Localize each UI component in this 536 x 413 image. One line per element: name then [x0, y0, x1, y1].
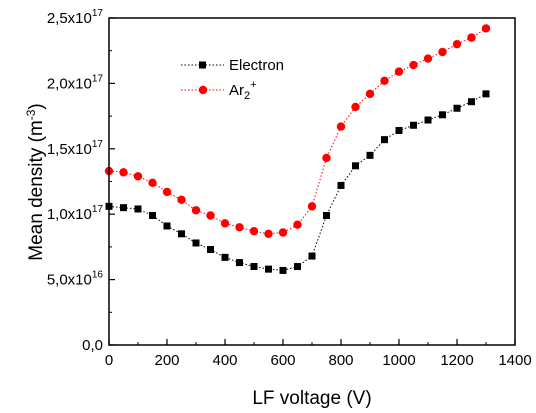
- data-point-electron: [207, 246, 214, 254]
- y-tick-label: 5,0x1016: [47, 270, 104, 289]
- data-point-ar2plus: [177, 195, 186, 205]
- series-electron: [105, 90, 490, 274]
- data-point-ar2plus: [481, 24, 491, 33]
- data-point-electron: [453, 104, 461, 112]
- data-point-electron: [424, 116, 432, 124]
- y-tick-label: 1,5x1017: [47, 139, 104, 158]
- data-point-ar2plus: [206, 211, 215, 220]
- series-layer: [104, 24, 491, 274]
- data-point-ar2plus: [467, 33, 476, 42]
- data-point-ar2plus: [322, 153, 331, 163]
- data-point-electron: [163, 222, 171, 230]
- data-point-ar2plus: [380, 76, 389, 85]
- y-axis-title-superscript: -3: [24, 109, 38, 120]
- data-point-ar2plus: [423, 54, 433, 63]
- data-point-electron: [366, 151, 374, 159]
- data-point-electron: [352, 162, 359, 170]
- y-tick-labels: 0,0 5,0x1016 1,0x1017 1,5x1017 2,0x1017 2,5x1…: [47, 8, 104, 354]
- data-point-electron: [236, 259, 243, 267]
- data-point-ar2plus: [148, 178, 157, 188]
- data-point-ar2plus: [307, 202, 317, 211]
- x-tick-label: 1400: [498, 352, 531, 369]
- y-tick-label: 0,0: [82, 337, 103, 354]
- legend-label-ar2plus-subscript: 2: [244, 90, 250, 102]
- x-tick-label: 400: [212, 352, 237, 369]
- data-point-electron: [294, 263, 301, 271]
- x-tick-label: 200: [154, 352, 179, 369]
- legend: Electron Ar2+: [181, 57, 284, 102]
- data-point-ar2plus: [264, 229, 273, 239]
- data-point-electron: [134, 205, 142, 213]
- data-point-electron: [337, 181, 345, 189]
- data-point-ar2plus: [220, 219, 230, 228]
- legend-label-ar2plus-main: Ar: [229, 82, 244, 99]
- x-tick-label: 1000: [382, 352, 415, 369]
- data-point-electron: [395, 126, 403, 134]
- data-point-ar2plus: [336, 122, 346, 131]
- data-point-ar2plus: [365, 89, 375, 99]
- data-point-ar2plus: [133, 172, 143, 181]
- data-point-ar2plus: [249, 227, 259, 236]
- data-point-ar2plus: [119, 168, 128, 177]
- data-point-ar2plus: [162, 187, 172, 197]
- y-axis-title-main: Mean density (m: [26, 120, 47, 260]
- data-point-ar2plus: [394, 67, 404, 76]
- legend-label-ar2plus: Ar2+: [229, 79, 257, 102]
- x-axis-title: LF voltage (V): [252, 388, 371, 409]
- data-point-ar2plus: [278, 228, 288, 237]
- data-point-electron: [178, 230, 185, 238]
- data-point-ar2plus: [438, 47, 447, 57]
- x-tick-label: 600: [270, 352, 295, 369]
- data-point-ar2plus: [235, 223, 244, 232]
- legend-marker-ar2plus: [198, 85, 208, 95]
- series-ar2plus: [104, 24, 491, 239]
- data-point-electron: [221, 253, 229, 261]
- data-point-electron: [265, 265, 272, 273]
- y-axis-title-close: ): [26, 103, 47, 109]
- data-point-electron: [410, 121, 417, 129]
- y-axis-title: Mean density (m-3): [24, 103, 47, 260]
- data-point-ar2plus: [191, 206, 201, 215]
- series-line: [108, 28, 487, 235]
- data-point-electron: [279, 266, 287, 274]
- y-tick-label: 2,5x1017: [47, 8, 104, 27]
- y-tick-label: 2,0x1017: [47, 73, 104, 92]
- y-tick-label: 1,0x1017: [47, 204, 104, 223]
- data-point-electron: [323, 212, 330, 220]
- legend-label-electron: Electron: [229, 57, 284, 74]
- data-point-electron: [149, 212, 156, 220]
- data-point-electron: [468, 98, 475, 106]
- data-point-ar2plus: [452, 39, 462, 49]
- legend-marker-electron: [199, 61, 206, 69]
- x-tick-labels: 0 200 400 600 800 1000 1200 1400: [105, 352, 532, 369]
- x-tick-label: 1200: [440, 352, 473, 369]
- data-point-electron: [250, 263, 258, 271]
- data-point-ar2plus: [409, 60, 418, 70]
- data-point-electron: [192, 239, 200, 247]
- data-point-ar2plus: [351, 102, 360, 112]
- data-point-electron: [308, 252, 316, 260]
- data-point-electron: [120, 204, 127, 212]
- legend-item-ar2plus: Ar2+: [181, 79, 257, 102]
- plot-frame: [108, 17, 516, 346]
- legend-item-electron: Electron: [181, 57, 284, 74]
- data-point-electron: [482, 90, 490, 98]
- axis-ticks: [108, 17, 516, 346]
- x-tick-label: 0: [105, 352, 113, 369]
- data-point-ar2plus: [293, 220, 302, 229]
- data-point-electron: [439, 111, 446, 119]
- legend-label-ar2plus-superscript: +: [250, 79, 256, 91]
- data-point-electron: [381, 136, 388, 144]
- x-tick-label: 800: [328, 352, 353, 369]
